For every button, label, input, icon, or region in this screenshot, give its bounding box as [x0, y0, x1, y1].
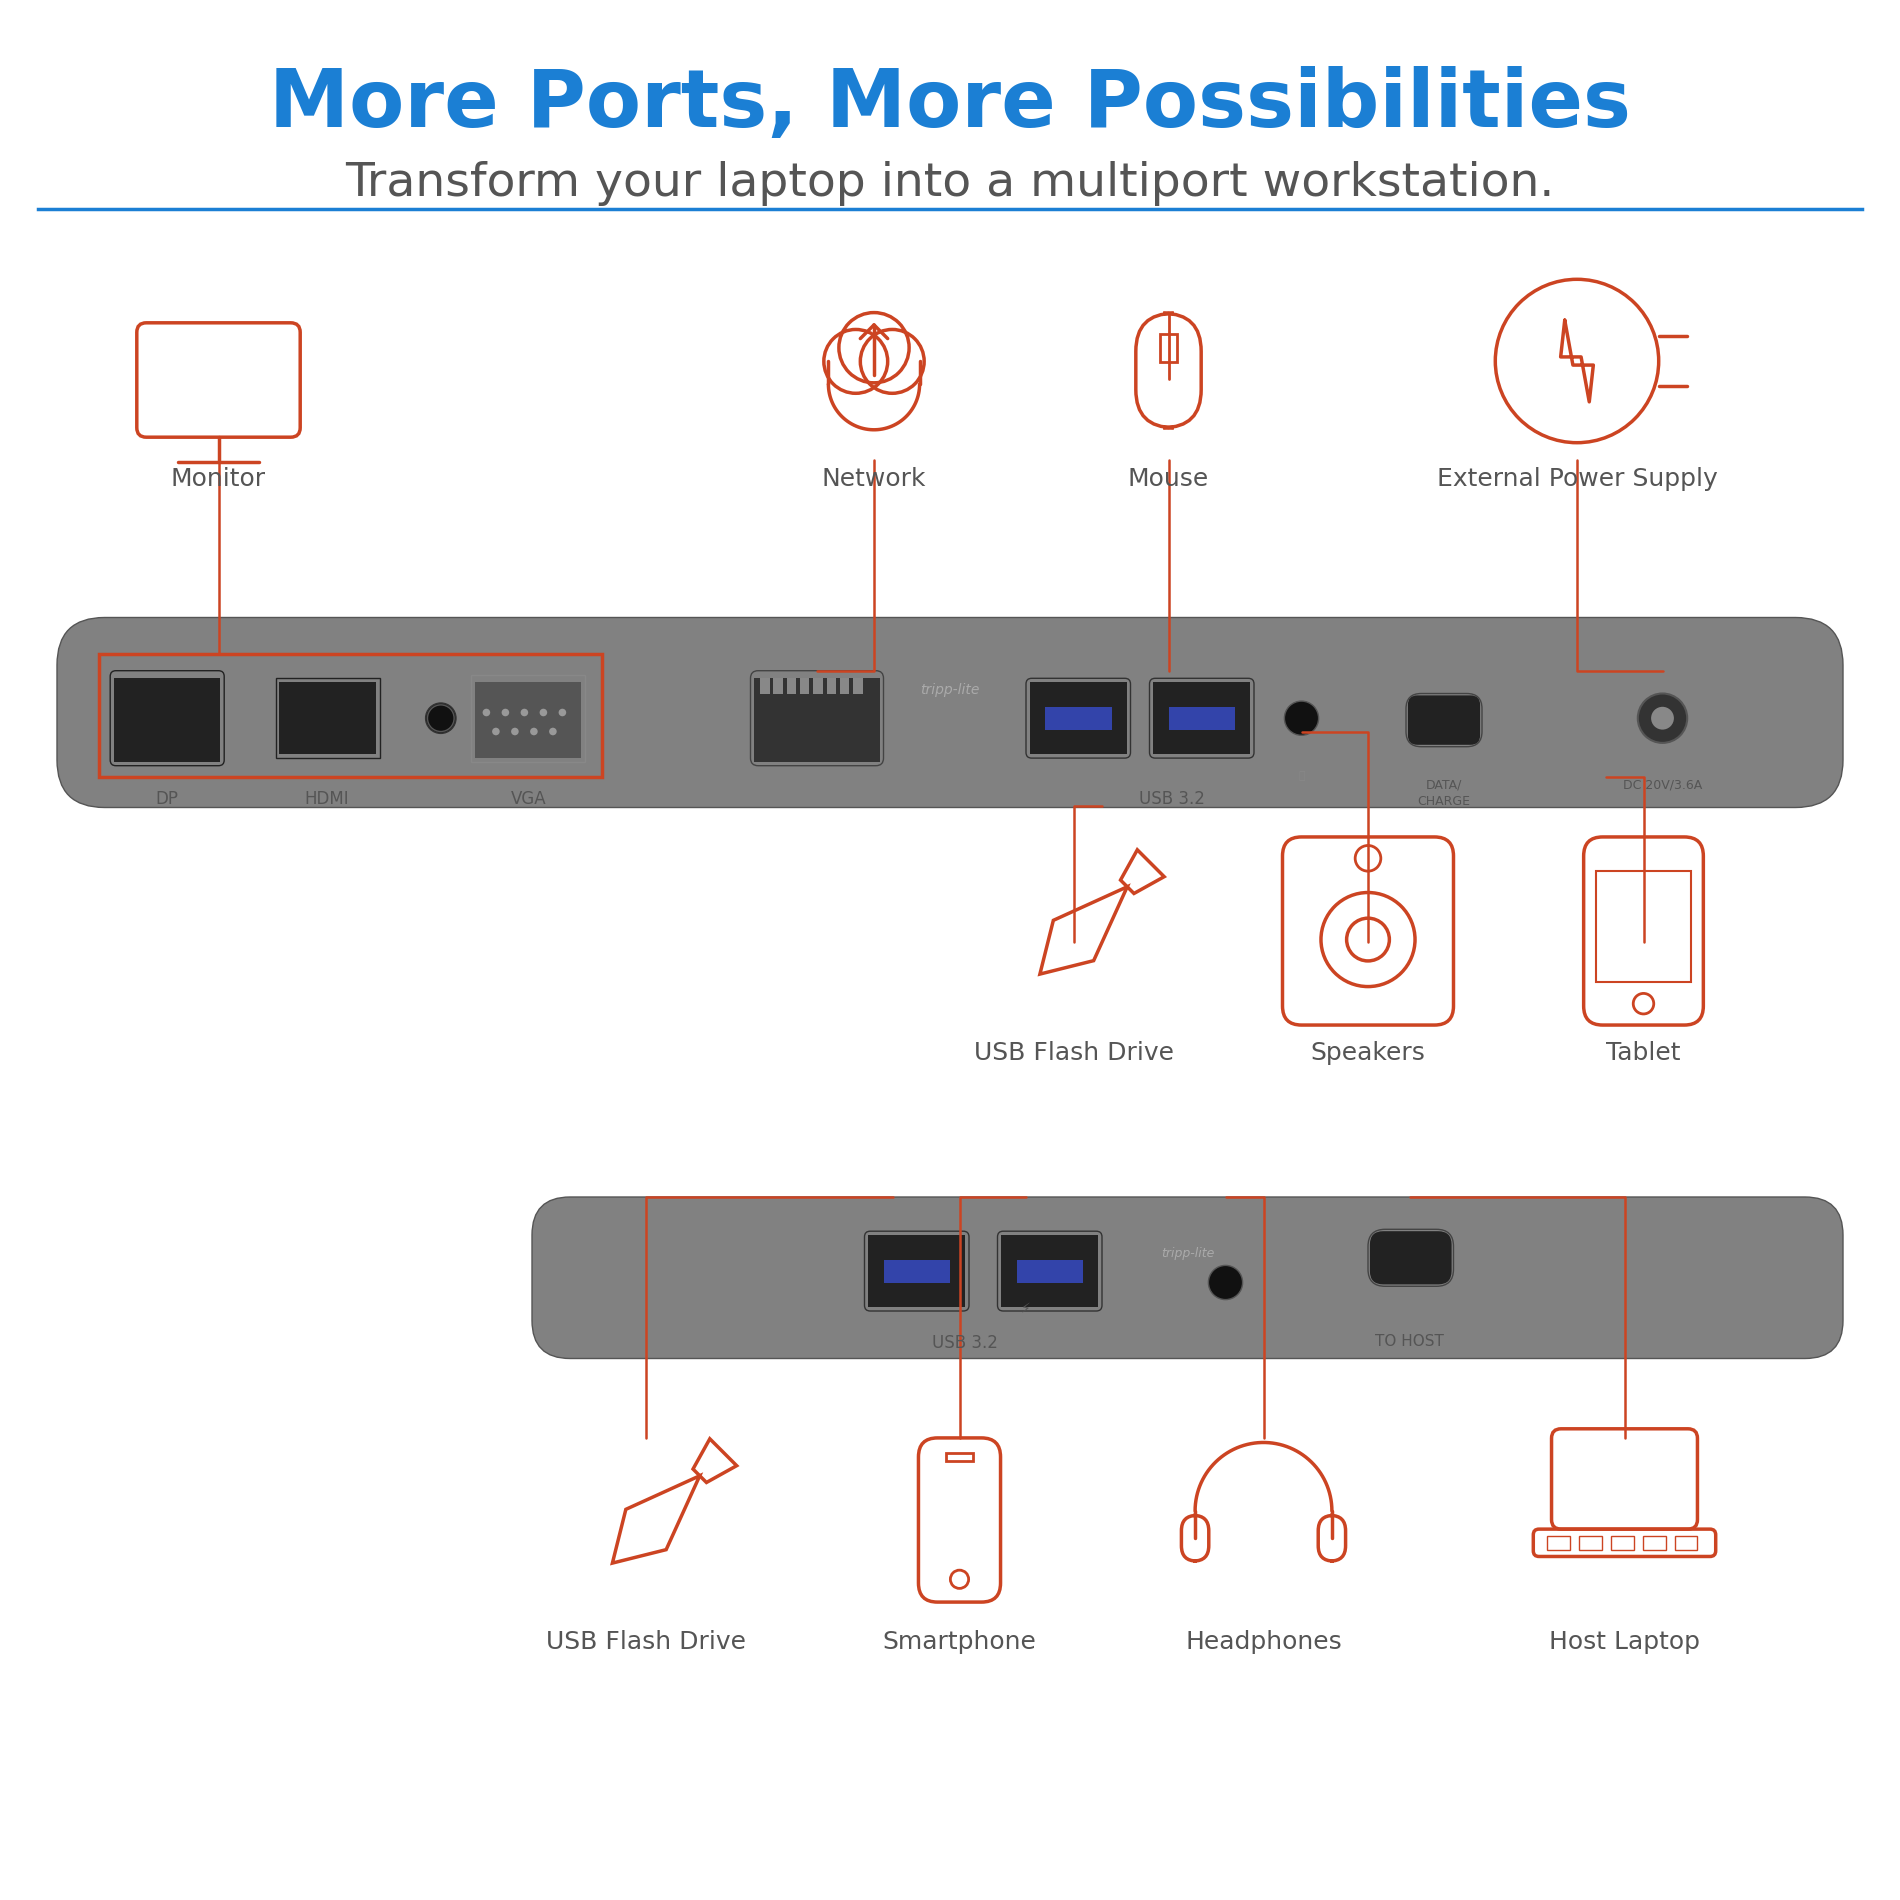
- Circle shape: [521, 709, 528, 716]
- Circle shape: [549, 728, 557, 735]
- Text: Speakers: Speakers: [1311, 1041, 1425, 1066]
- Bar: [99, 654, 602, 777]
- Circle shape: [559, 709, 566, 716]
- Text: USB 3.2: USB 3.2: [1140, 790, 1205, 808]
- Bar: [1674, 1537, 1697, 1550]
- FancyBboxPatch shape: [57, 618, 1843, 808]
- Text: 🔊: 🔊: [1298, 771, 1305, 781]
- Bar: [754, 678, 880, 762]
- Text: DP: DP: [156, 790, 179, 808]
- Bar: [276, 678, 380, 758]
- Bar: [1611, 1537, 1634, 1550]
- Bar: [114, 678, 220, 762]
- Circle shape: [502, 709, 509, 716]
- Text: DATA/
CHARGE: DATA/ CHARGE: [1417, 779, 1471, 808]
- Bar: [1161, 334, 1176, 363]
- Circle shape: [426, 703, 456, 733]
- Text: USB 3.2: USB 3.2: [933, 1334, 998, 1351]
- Bar: [1579, 1537, 1602, 1550]
- Circle shape: [530, 728, 538, 735]
- Bar: [471, 674, 585, 762]
- Text: tripp-lite: tripp-lite: [1161, 1248, 1214, 1260]
- Circle shape: [428, 705, 454, 732]
- Bar: [840, 678, 849, 694]
- Bar: [1644, 1537, 1666, 1550]
- Bar: [946, 1454, 973, 1461]
- Bar: [1045, 707, 1111, 730]
- Text: USB Flash Drive: USB Flash Drive: [973, 1041, 1174, 1066]
- Text: Tablet: Tablet: [1606, 1041, 1682, 1066]
- Bar: [760, 678, 770, 694]
- Text: TO HOST: TO HOST: [1376, 1334, 1444, 1349]
- Bar: [475, 682, 581, 758]
- Text: More Ports, More Possibilities: More Ports, More Possibilities: [270, 66, 1630, 144]
- Text: Smartphone: Smartphone: [884, 1630, 1036, 1655]
- Text: External Power Supply: External Power Supply: [1436, 467, 1718, 492]
- Text: Monitor: Monitor: [171, 467, 266, 492]
- Text: Mouse: Mouse: [1129, 467, 1208, 492]
- Text: ⚡: ⚡: [1020, 1302, 1032, 1317]
- Bar: [1030, 682, 1127, 754]
- Text: Network: Network: [821, 467, 927, 492]
- Bar: [279, 682, 376, 754]
- Circle shape: [1651, 707, 1674, 730]
- Text: VGA: VGA: [511, 790, 545, 808]
- Bar: [884, 1260, 950, 1282]
- Circle shape: [511, 728, 519, 735]
- Bar: [1153, 682, 1250, 754]
- Text: Host Laptop: Host Laptop: [1548, 1630, 1701, 1655]
- Bar: [787, 678, 796, 694]
- Text: Transform your laptop into a multiport workstation.: Transform your laptop into a multiport w…: [346, 162, 1554, 207]
- Circle shape: [1638, 694, 1687, 743]
- Bar: [1001, 1235, 1098, 1307]
- FancyBboxPatch shape: [1408, 695, 1480, 745]
- Text: USB Flash Drive: USB Flash Drive: [545, 1630, 747, 1655]
- Circle shape: [483, 709, 490, 716]
- FancyBboxPatch shape: [1370, 1231, 1452, 1284]
- Bar: [868, 1235, 965, 1307]
- Bar: [1596, 870, 1691, 982]
- Bar: [800, 678, 809, 694]
- Circle shape: [1208, 1265, 1243, 1300]
- Bar: [1547, 1537, 1569, 1550]
- Text: Headphones: Headphones: [1186, 1630, 1341, 1655]
- Text: tripp-lite: tripp-lite: [920, 682, 980, 697]
- Text: HDMI: HDMI: [304, 790, 350, 808]
- Circle shape: [1284, 701, 1319, 735]
- Bar: [1017, 1260, 1083, 1282]
- Text: DC 20V/3.6A: DC 20V/3.6A: [1623, 779, 1702, 792]
- Circle shape: [492, 728, 500, 735]
- FancyBboxPatch shape: [532, 1197, 1843, 1358]
- Bar: [826, 678, 836, 694]
- Bar: [853, 678, 863, 694]
- Bar: [773, 678, 783, 694]
- Circle shape: [540, 709, 547, 716]
- Bar: [813, 678, 823, 694]
- Bar: [1168, 707, 1235, 730]
